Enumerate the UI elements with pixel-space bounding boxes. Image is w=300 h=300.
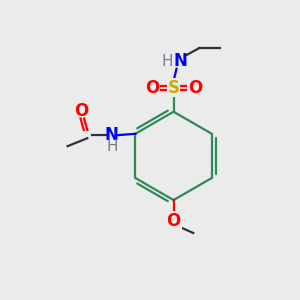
Text: O: O	[75, 102, 89, 120]
Text: O: O	[145, 79, 160, 97]
Text: H: H	[106, 139, 118, 154]
Text: N: N	[105, 126, 119, 144]
Text: O: O	[167, 212, 181, 230]
Text: N: N	[174, 52, 188, 70]
Text: O: O	[188, 79, 202, 97]
Text: H: H	[161, 54, 172, 69]
Text: S: S	[168, 79, 180, 97]
